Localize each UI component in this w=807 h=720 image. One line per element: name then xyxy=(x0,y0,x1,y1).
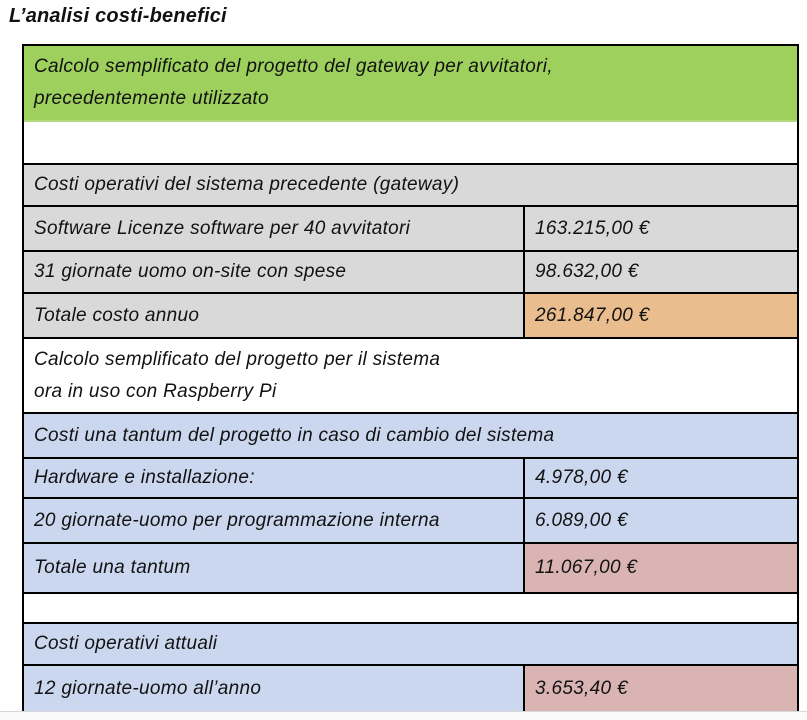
cost-benefit-table: Calcolo semplificato del progetto del ga… xyxy=(22,44,799,712)
total-annual-highlight-cell: 261.847,00 € xyxy=(525,294,797,337)
table-row-spacer xyxy=(24,122,797,165)
page-edge-divider xyxy=(0,711,807,720)
green-header-cell: Calcolo semplificato del progetto del ga… xyxy=(24,51,797,115)
row-value-cell: 98.632,00 € xyxy=(535,261,639,282)
raspberry-intro-cell: Calcolo semplificato del progetto per il… xyxy=(24,344,797,408)
table-row-section-one-time-costs: Costi una tantum del progetto in caso di… xyxy=(24,414,797,459)
table-row-hardware-installation: Hardware e installazione: 4.978,00 € xyxy=(24,459,797,499)
table-row-software-licenses: Software Licenze software per 40 avvitat… xyxy=(24,207,797,252)
table-row-section-current-operating-costs: Costi operativi attuali xyxy=(24,624,797,666)
table-row-green-header: Calcolo semplificato del progetto del ga… xyxy=(24,46,797,122)
section-header-cell: Costi operativi del sistema precedente (… xyxy=(34,174,460,195)
row-label-cell: 12 giornate-uomo all’anno xyxy=(24,666,525,712)
row-label-cell: 31 giornate uomo on-site con spese xyxy=(24,252,525,292)
table-row-raspberry-intro: Calcolo semplificato del progetto per il… xyxy=(24,339,797,414)
table-row-programming-days: 20 giornate-uomo per programmazione inte… xyxy=(24,499,797,544)
table-row-spacer xyxy=(24,594,797,624)
table-row-total-one-time: Totale una tantum 11.067,00 € xyxy=(24,544,797,594)
raspberry-intro-line2: ora in uso con Raspberry Pi xyxy=(34,380,277,402)
green-header-line1: Calcolo semplificato del progetto del ga… xyxy=(34,56,553,77)
section-header-cell: Costi operativi attuali xyxy=(34,633,218,654)
green-header-line2: precedentemente utilizzato xyxy=(34,88,269,109)
row-label-cell: Totale una tantum xyxy=(24,544,525,592)
row-label-cell: Software Licenze software per 40 avvitat… xyxy=(24,207,525,250)
table-row-section-previous-system: Costi operativi del sistema precedente (… xyxy=(24,165,797,207)
table-row-annual-person-days: 12 giornate-uomo all’anno 3.653,40 € xyxy=(24,666,797,712)
total-one-time-highlight-cell: 11.067,00 € xyxy=(525,544,797,592)
spacer-cell xyxy=(24,122,797,163)
annual-cost-highlight-cell: 3.653,40 € xyxy=(525,666,797,712)
row-value-cell: 163.215,00 € xyxy=(535,217,650,239)
section-header-cell: Costi una tantum del progetto in caso di… xyxy=(34,424,555,446)
page-title: L’analisi costi-benefici xyxy=(9,5,227,27)
row-value-cell: 4.978,00 € xyxy=(535,467,628,488)
row-label-cell: 20 giornate-uomo per programmazione inte… xyxy=(24,499,525,542)
row-label-cell: Totale costo annuo xyxy=(24,294,525,337)
spacer-cell xyxy=(24,594,797,622)
row-value-cell: 6.089,00 € xyxy=(535,509,628,531)
table-row-onsite-days: 31 giornate uomo on-site con spese 98.63… xyxy=(24,252,797,294)
table-row-total-annual-cost: Totale costo annuo 261.847,00 € xyxy=(24,294,797,339)
row-label-cell: Hardware e installazione: xyxy=(24,459,525,497)
raspberry-intro-line1: Calcolo semplificato del progetto per il… xyxy=(34,348,441,370)
